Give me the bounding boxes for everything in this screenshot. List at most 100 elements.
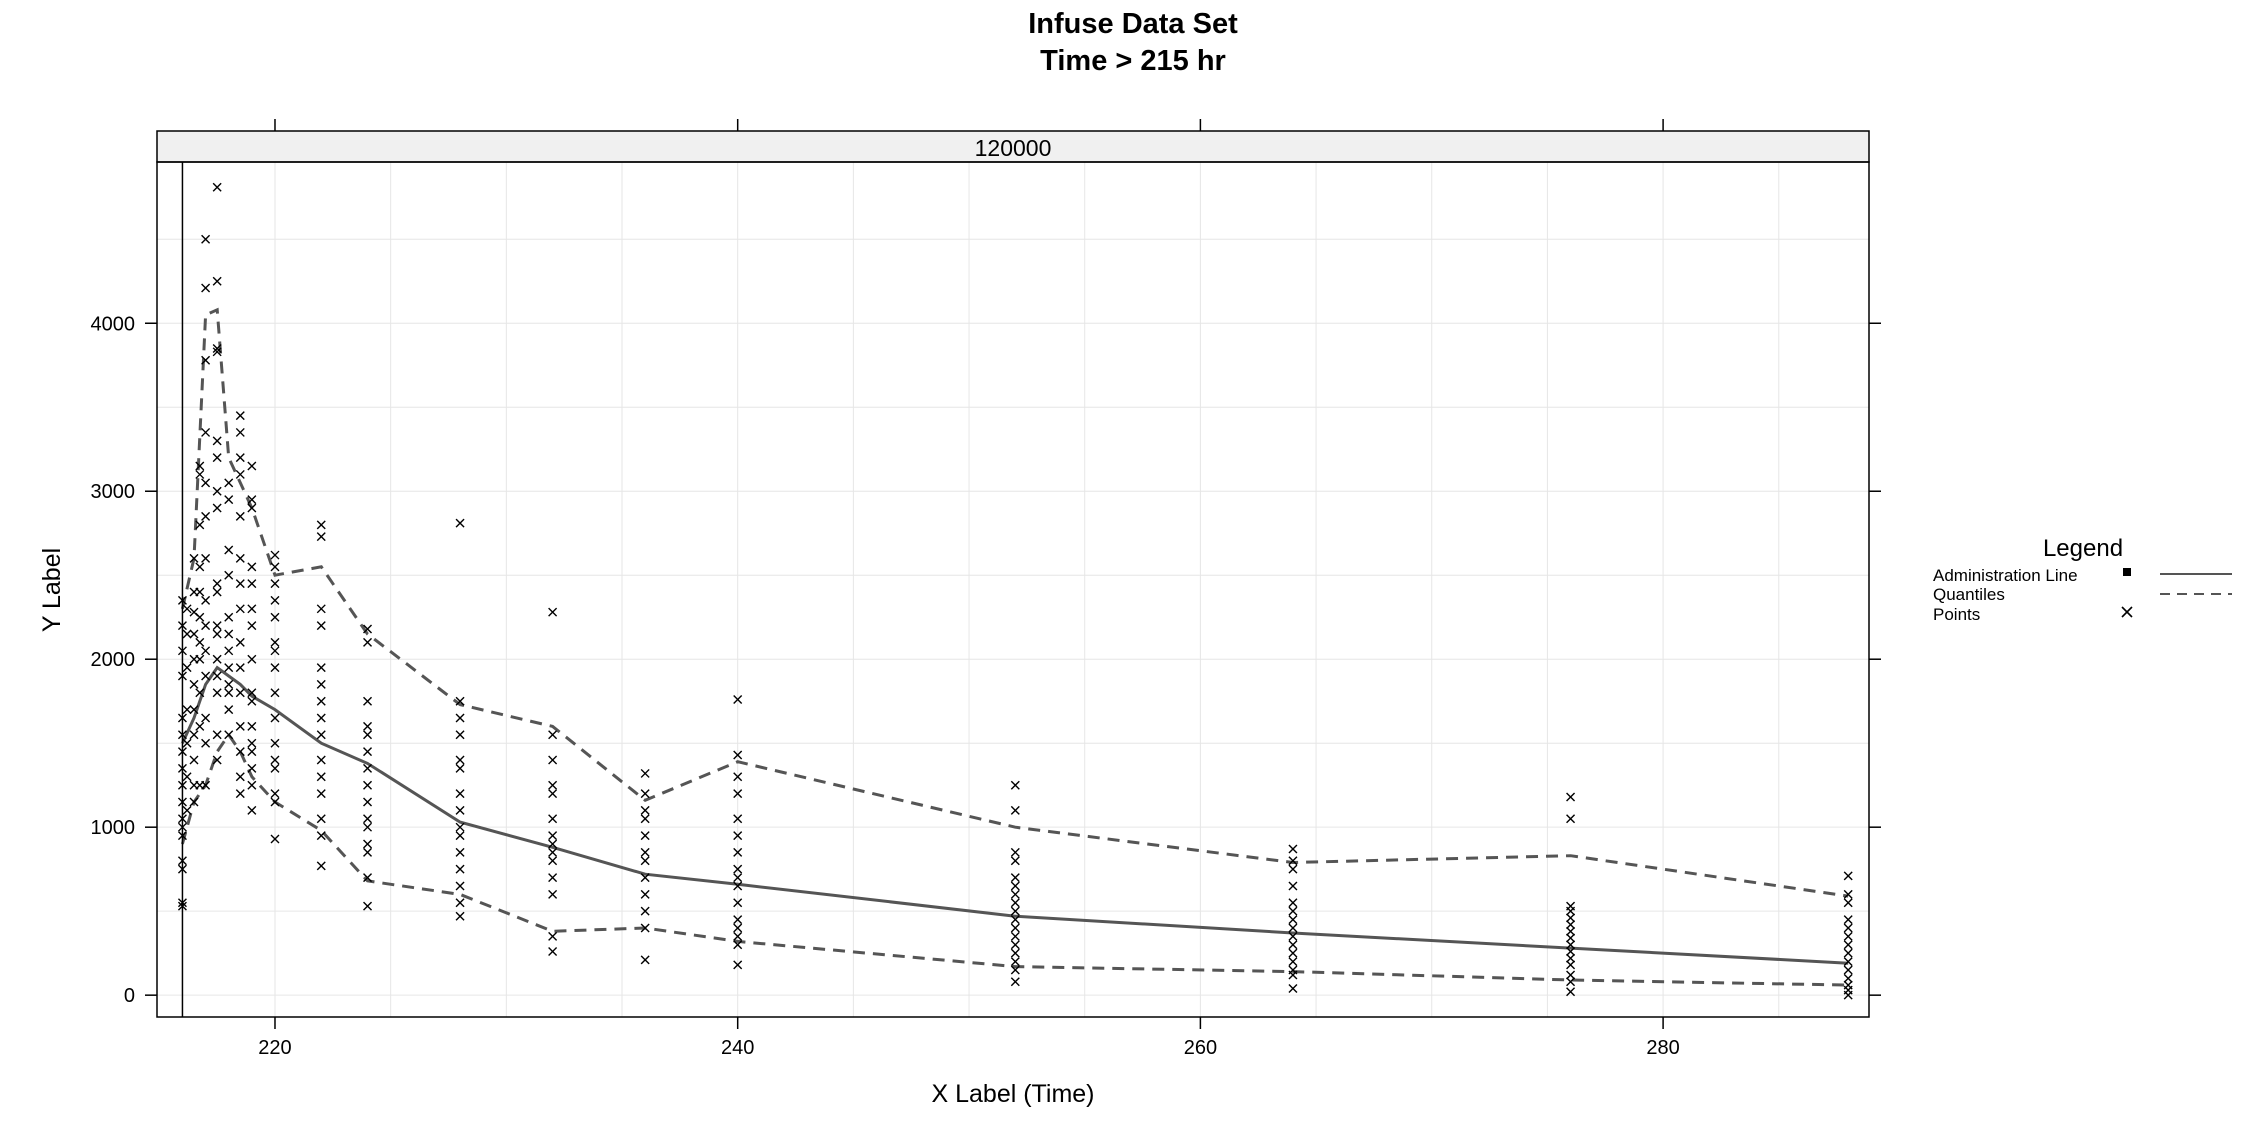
data-point: [640, 955, 650, 965]
data-point: [201, 738, 211, 748]
data-point: [247, 721, 257, 731]
data-point: [1288, 856, 1298, 866]
x-tick-label: 240: [721, 1037, 754, 1059]
data-point: [733, 923, 743, 933]
data-point: [733, 847, 743, 857]
data-point: [548, 730, 558, 740]
data-point: [270, 763, 280, 773]
data-point: [316, 755, 326, 765]
data-point: [247, 461, 257, 471]
data-point: [548, 780, 558, 790]
data-point: [1566, 946, 1576, 956]
data-point: [1010, 889, 1020, 899]
x-tick-label: 280: [1646, 1037, 1679, 1059]
data-point: [1566, 960, 1576, 970]
legend-square-icon: [2123, 568, 2131, 576]
data-point: [182, 705, 192, 715]
data-point: [212, 343, 222, 353]
data-point: [201, 234, 211, 244]
data-point: [363, 873, 373, 883]
data-point: [1843, 957, 1853, 967]
data-point: [316, 532, 326, 542]
data-point: [212, 755, 222, 765]
data-point: [1010, 847, 1020, 857]
data-point: [1843, 948, 1853, 958]
data-point: [224, 545, 234, 555]
data-point: [247, 503, 257, 513]
data-point: [455, 518, 465, 528]
y-axis-label: Y Label: [38, 548, 66, 632]
data-point: [270, 834, 280, 844]
data-point: [212, 587, 222, 597]
data-point: [733, 750, 743, 760]
x-axis-label: X Label (Time): [931, 1080, 1094, 1108]
data-point: [270, 612, 280, 622]
data-point: [189, 730, 199, 740]
data-point: [247, 805, 257, 815]
legend-label-points: Points: [1933, 605, 1980, 624]
data-point: [1010, 977, 1020, 987]
data-point: [640, 789, 650, 799]
data-point: [270, 550, 280, 560]
data-point: [733, 881, 743, 891]
data-point: [455, 898, 465, 908]
data-point: [363, 637, 373, 647]
strip-header: [156, 130, 1870, 163]
data-point: [212, 654, 222, 664]
data-point: [235, 772, 245, 782]
data-point: [455, 881, 465, 891]
data-point: [363, 901, 373, 911]
data-point: [733, 898, 743, 908]
axis-ticks: 220 240 260 280 0 1000 2000 3000 4000: [91, 119, 1881, 1059]
data-point: [1010, 873, 1020, 883]
data-point: [1566, 970, 1576, 980]
data-point: [235, 553, 245, 563]
data-point: [224, 629, 234, 639]
x-tick-label: 260: [1184, 1037, 1217, 1059]
data-point: [1010, 948, 1020, 958]
data-points: [177, 182, 1853, 1000]
data-point: [201, 553, 211, 563]
data-point: [247, 495, 257, 505]
data-point: [235, 721, 245, 731]
data-point: [195, 562, 205, 572]
data-point: [235, 469, 245, 479]
data-point: [224, 570, 234, 580]
data-point: [212, 621, 222, 631]
data-point: [1010, 965, 1020, 975]
data-point: [316, 604, 326, 614]
y-tick-label: 4000: [91, 313, 136, 335]
data-point: [235, 511, 245, 521]
data-point: [1288, 881, 1298, 891]
data-point: [1010, 881, 1020, 891]
data-point: [455, 911, 465, 921]
data-point: [363, 763, 373, 773]
data-point: [247, 738, 257, 748]
data-point: [1288, 915, 1298, 925]
data-point: [363, 839, 373, 849]
data-point: [212, 436, 222, 446]
data-point: [1843, 965, 1853, 975]
data-point: [1843, 980, 1853, 990]
data-point: [212, 486, 222, 496]
data-point: [640, 856, 650, 866]
data-point: [733, 772, 743, 782]
data-point: [548, 607, 558, 617]
data-point: [1566, 913, 1576, 923]
data-point: [640, 873, 650, 883]
data-point: [195, 721, 205, 731]
data-point: [1010, 931, 1020, 941]
data-point: [247, 747, 257, 757]
chart-title: Infuse Data Set: [1028, 8, 1238, 40]
data-point: [733, 873, 743, 883]
data-point: [270, 713, 280, 723]
data-point: [316, 713, 326, 723]
data-point: [548, 889, 558, 899]
data-point: [270, 595, 280, 605]
data-point: [455, 789, 465, 799]
data-point: [212, 688, 222, 698]
y-tick-label: 0: [124, 985, 135, 1007]
data-point: [1288, 965, 1298, 975]
data-point: [247, 696, 257, 706]
data-point: [1566, 987, 1576, 997]
